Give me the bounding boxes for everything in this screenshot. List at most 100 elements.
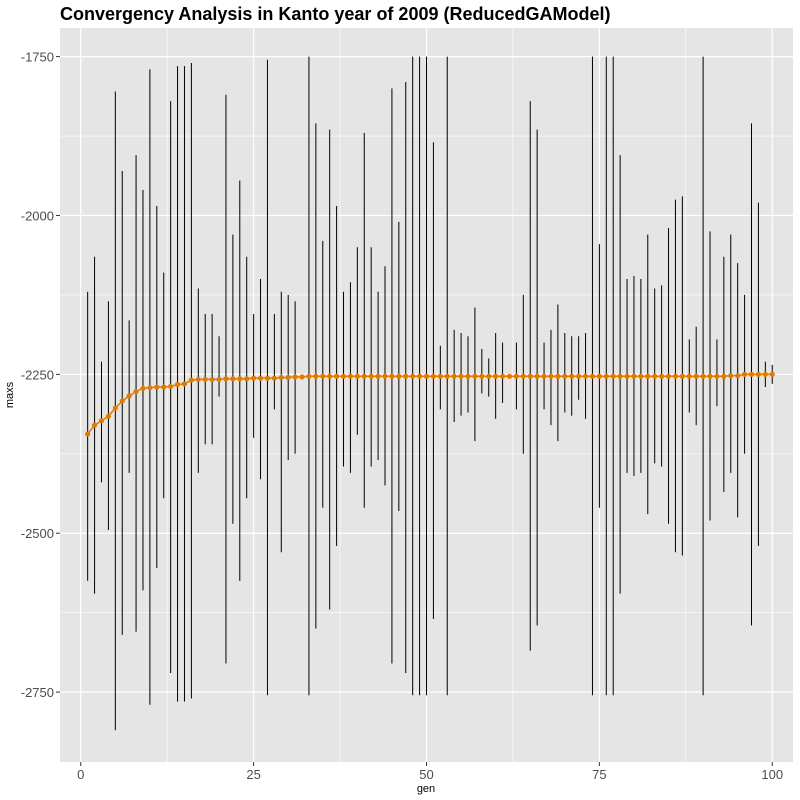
- mean-line: [87, 373, 773, 435]
- mean-point: [444, 373, 450, 379]
- mean-point: [209, 376, 215, 383]
- mean-point: [555, 373, 561, 379]
- mean-point: [202, 376, 208, 383]
- mean-point: [569, 373, 575, 379]
- mean-point: [735, 373, 741, 379]
- chart-title: Convergency Analysis in Kanto year of 20…: [60, 4, 610, 24]
- mean-point: [313, 373, 319, 379]
- mean-point: [430, 373, 437, 379]
- mean-point: [721, 373, 727, 379]
- y-axis-label: maxs: [4, 381, 16, 408]
- mean-point: [119, 398, 125, 404]
- mean-point: [223, 376, 229, 382]
- x-tick-label: 0: [77, 767, 84, 782]
- y-tick-label: -2000: [21, 208, 54, 223]
- mean-point: [133, 388, 139, 395]
- mean-point: [181, 381, 188, 387]
- mean-point: [714, 373, 720, 379]
- y-axis: -1750 -2000 -2250 -2500 -2750: [21, 50, 60, 700]
- x-tick-label: 25: [246, 767, 260, 782]
- mean-point: [659, 373, 665, 379]
- mean-point: [237, 376, 243, 382]
- mean-point: [85, 431, 91, 437]
- mean-point: [423, 373, 430, 379]
- mean-point: [354, 373, 360, 379]
- mean-point: [576, 373, 582, 379]
- mean-point: [617, 373, 623, 379]
- mean-point: [403, 373, 409, 379]
- y-tick-label: -1750: [21, 50, 54, 65]
- mean-point: [292, 374, 298, 380]
- mean-point: [251, 375, 257, 381]
- mean-point: [638, 373, 644, 379]
- mean-point: [105, 413, 112, 419]
- mean-point: [161, 384, 167, 390]
- mean-point: [230, 376, 236, 382]
- mean-point: [582, 373, 589, 379]
- mean-point: [693, 373, 699, 379]
- mean-point: [458, 373, 464, 379]
- mean-points: [85, 371, 775, 437]
- mean-point: [769, 371, 775, 377]
- mean-point: [382, 373, 388, 379]
- mean-point: [257, 375, 264, 381]
- mean-point: [624, 373, 630, 379]
- mean-point: [451, 373, 457, 379]
- mean-point: [596, 373, 602, 379]
- mean-point: [361, 373, 367, 379]
- mean-point: [437, 373, 443, 379]
- mean-point: [652, 373, 658, 379]
- mean-point: [174, 381, 181, 388]
- x-tick-label: 100: [761, 767, 783, 782]
- mean-point: [327, 373, 333, 379]
- mean-point: [195, 376, 201, 383]
- mean-point: [610, 373, 616, 379]
- mean-point: [541, 373, 547, 379]
- mean-point: [188, 377, 194, 383]
- mean-point: [748, 371, 755, 377]
- mean-point: [285, 374, 291, 381]
- mean-point: [368, 373, 374, 379]
- mean-point: [506, 373, 513, 379]
- mean-point: [98, 418, 105, 424]
- mean-point: [216, 376, 222, 383]
- x-axis: 0 25 50 75 100: [77, 762, 783, 782]
- mean-point: [126, 393, 132, 399]
- mean-point: [741, 371, 748, 377]
- mean-point: [679, 373, 685, 379]
- mean-line-path: [87, 373, 773, 435]
- mean-point: [603, 373, 609, 379]
- mean-point: [244, 376, 250, 382]
- mean-point: [665, 373, 672, 379]
- mean-point: [548, 373, 554, 379]
- mean-point: [465, 373, 471, 379]
- mean-point: [486, 373, 492, 379]
- mean-point: [700, 373, 706, 379]
- mean-point: [534, 373, 540, 379]
- mean-point: [631, 373, 637, 379]
- mean-point: [264, 375, 271, 381]
- mean-point: [410, 373, 416, 379]
- mean-point: [299, 374, 305, 380]
- mean-point: [278, 374, 284, 381]
- x-tick-label: 50: [419, 767, 433, 782]
- mean-point: [147, 385, 153, 391]
- mean-point: [645, 373, 651, 379]
- mean-point: [472, 373, 478, 379]
- mean-point: [686, 373, 692, 379]
- mean-point: [762, 371, 768, 377]
- x-tick-label: 75: [592, 767, 606, 782]
- mean-point: [112, 405, 118, 411]
- mean-point: [168, 383, 174, 390]
- mean-point: [562, 373, 568, 379]
- mean-point: [334, 373, 340, 379]
- mean-point: [479, 373, 485, 379]
- mean-point: [755, 371, 762, 377]
- mean-point: [520, 373, 526, 379]
- y-tick-label: -2750: [21, 685, 54, 700]
- y-tick-label: -2500: [21, 526, 54, 541]
- y-tick-label: -2250: [21, 367, 54, 382]
- mean-point: [154, 384, 160, 390]
- x-axis-label: gen: [417, 783, 435, 795]
- mean-point: [320, 373, 326, 379]
